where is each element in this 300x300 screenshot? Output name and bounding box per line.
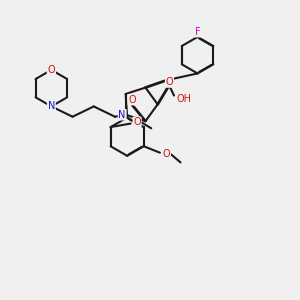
Text: F: F — [195, 27, 200, 37]
Text: O: O — [133, 117, 141, 128]
Text: OH: OH — [176, 94, 191, 104]
Text: N: N — [118, 110, 126, 120]
Text: O: O — [163, 149, 170, 159]
Text: O: O — [47, 65, 55, 75]
Text: N: N — [48, 101, 55, 111]
Text: O: O — [166, 77, 173, 87]
Text: O: O — [128, 95, 136, 105]
